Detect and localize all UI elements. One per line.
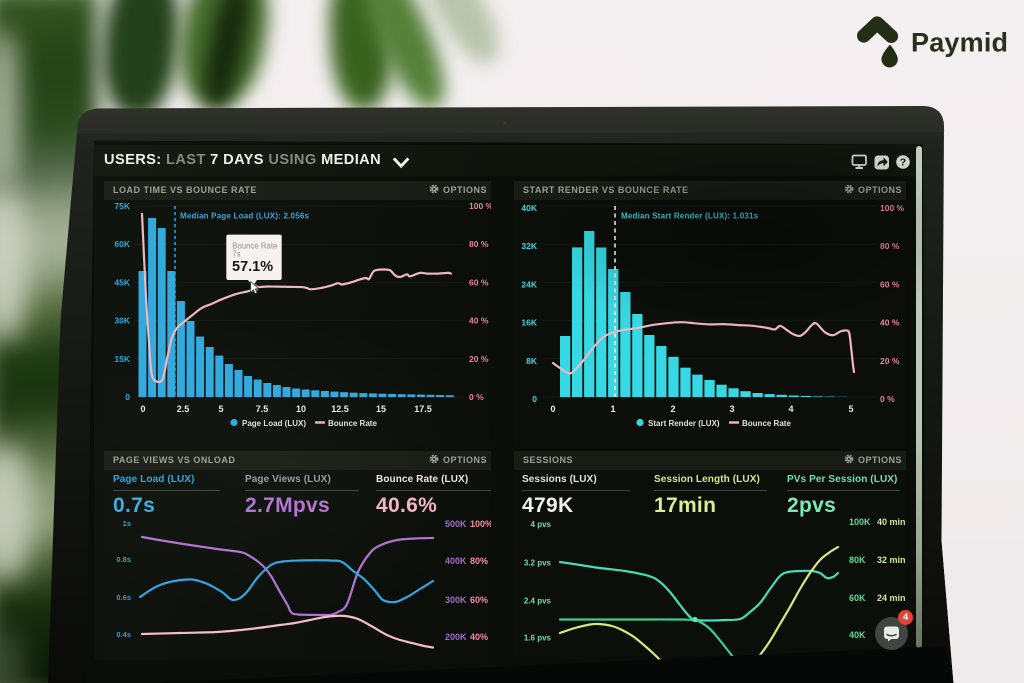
svg-text:1: 1 xyxy=(610,404,615,414)
svg-text:60K: 60K xyxy=(114,239,130,249)
svg-text:0.4s: 0.4s xyxy=(116,630,131,639)
svg-text:7.5: 7.5 xyxy=(256,404,269,414)
svg-text:2: 2 xyxy=(670,404,675,414)
svg-text:0 %: 0 % xyxy=(469,392,484,402)
svg-text:Bounce Rate: Bounce Rate xyxy=(232,241,277,250)
svg-text:32 min: 32 min xyxy=(877,555,906,565)
svg-text:2.4 pvs: 2.4 pvs xyxy=(524,597,552,606)
svg-text:200K: 200K xyxy=(445,632,467,642)
svg-text:Bounce Rate: Bounce Rate xyxy=(742,419,791,428)
svg-text:3.2 pvs: 3.2 pvs xyxy=(524,559,552,568)
svg-text:80K: 80K xyxy=(849,555,866,565)
svg-text:24K: 24K xyxy=(521,279,537,289)
svg-text:4 pvs: 4 pvs xyxy=(531,520,552,529)
svg-text:40 %: 40 % xyxy=(469,316,489,326)
svg-text:500K: 500K xyxy=(445,519,467,529)
svg-text:80 %: 80 % xyxy=(880,241,900,251)
svg-text:45K: 45K xyxy=(114,277,130,287)
svg-text:15: 15 xyxy=(376,404,386,414)
svg-text:15K: 15K xyxy=(114,354,130,364)
svg-text:24 min: 24 min xyxy=(877,593,906,603)
svg-text:40K: 40K xyxy=(521,203,537,213)
svg-text:0: 0 xyxy=(125,392,130,402)
svg-text:57.1%: 57.1% xyxy=(232,259,273,275)
svg-text:5: 5 xyxy=(218,404,223,414)
svg-text:100 %: 100 % xyxy=(880,203,905,213)
svg-text:40 min: 40 min xyxy=(877,517,906,527)
svg-text:100%: 100% xyxy=(470,519,491,529)
svg-text:2.5: 2.5 xyxy=(177,404,190,414)
svg-text:75K: 75K xyxy=(114,201,130,211)
svg-text:0: 0 xyxy=(532,394,537,404)
svg-text:0: 0 xyxy=(140,404,145,414)
svg-text:20 %: 20 % xyxy=(880,356,900,366)
svg-text:1.6 pvs: 1.6 pvs xyxy=(524,634,552,643)
svg-text:32K: 32K xyxy=(521,241,537,251)
svg-text:80 %: 80 % xyxy=(469,239,489,249)
svg-text:30K: 30K xyxy=(114,316,130,326)
svg-text:0: 0 xyxy=(550,404,555,414)
svg-text:100K: 100K xyxy=(849,517,871,527)
svg-text:0.8s: 0.8s xyxy=(116,555,131,564)
svg-text:Median Start Render (LUX): 1.0: Median Start Render (LUX): 1.031s xyxy=(621,212,759,221)
svg-text:3: 3 xyxy=(729,404,734,414)
svg-text:0.6s: 0.6s xyxy=(116,593,131,602)
svg-text:16K: 16K xyxy=(521,318,537,328)
svg-text:12.5: 12.5 xyxy=(331,404,349,414)
svg-text:1s: 1s xyxy=(123,519,131,528)
svg-text:400K: 400K xyxy=(445,556,467,566)
svg-text:100 %: 100 % xyxy=(469,201,491,211)
svg-text:60%: 60% xyxy=(470,595,488,605)
svg-text:40K: 40K xyxy=(849,630,866,640)
svg-text:80%: 80% xyxy=(470,556,488,566)
svg-text:10: 10 xyxy=(296,404,306,414)
svg-text:Page Load (LUX): Page Load (LUX) xyxy=(242,419,306,428)
svg-text:40 %: 40 % xyxy=(880,318,900,328)
svg-text:300K: 300K xyxy=(445,595,467,605)
svg-text:60K: 60K xyxy=(849,593,866,603)
svg-text:7s: 7s xyxy=(232,249,240,258)
svg-text:8K: 8K xyxy=(526,356,538,366)
svg-text:Median Page Load (LUX): 2.056s: Median Page Load (LUX): 2.056s xyxy=(180,212,309,221)
svg-text:?: ? xyxy=(900,157,906,169)
svg-text:Start Render (LUX): Start Render (LUX) xyxy=(648,419,720,428)
svg-text:60 %: 60 % xyxy=(469,277,489,287)
svg-text:40%: 40% xyxy=(470,632,488,642)
svg-text:4: 4 xyxy=(788,404,793,414)
svg-text:60 %: 60 % xyxy=(880,279,900,289)
svg-text:Bounce Rate: Bounce Rate xyxy=(328,419,377,428)
svg-text:0 %: 0 % xyxy=(880,394,895,404)
svg-text:20 %: 20 % xyxy=(469,354,489,364)
svg-text:5: 5 xyxy=(848,404,853,414)
svg-text:17.5: 17.5 xyxy=(414,404,432,414)
svg-text:Paymid: Paymid xyxy=(911,28,1008,58)
